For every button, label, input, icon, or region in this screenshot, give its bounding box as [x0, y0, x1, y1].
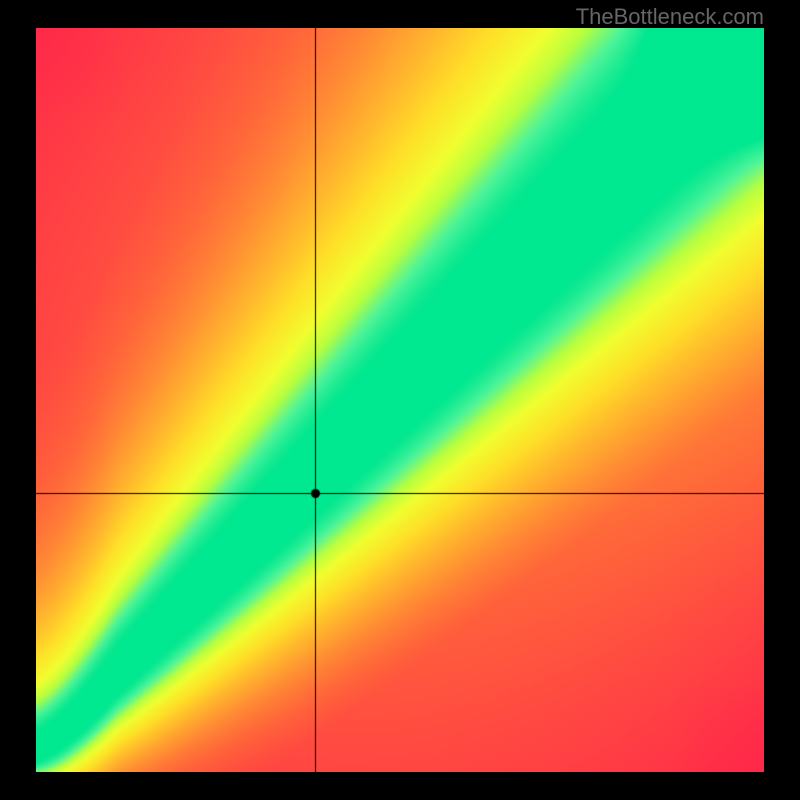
- watermark-text: TheBottleneck.com: [576, 4, 764, 30]
- bottleneck-heatmap: [36, 28, 764, 772]
- chart-container: TheBottleneck.com: [0, 0, 800, 800]
